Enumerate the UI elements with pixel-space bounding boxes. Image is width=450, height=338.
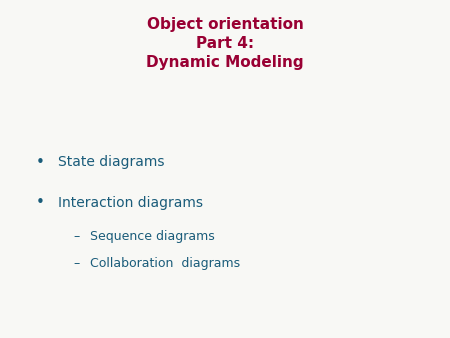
Text: Object orientation
Part 4:
Dynamic Modeling: Object orientation Part 4: Dynamic Model…	[146, 17, 304, 70]
Text: •: •	[36, 195, 45, 210]
Text: Sequence diagrams: Sequence diagrams	[90, 230, 215, 243]
Text: Collaboration  diagrams: Collaboration diagrams	[90, 257, 240, 270]
Text: –: –	[73, 257, 80, 270]
Text: –: –	[73, 230, 80, 243]
Text: •: •	[36, 155, 45, 170]
Text: State diagrams: State diagrams	[58, 155, 165, 169]
Text: Interaction diagrams: Interaction diagrams	[58, 196, 203, 210]
